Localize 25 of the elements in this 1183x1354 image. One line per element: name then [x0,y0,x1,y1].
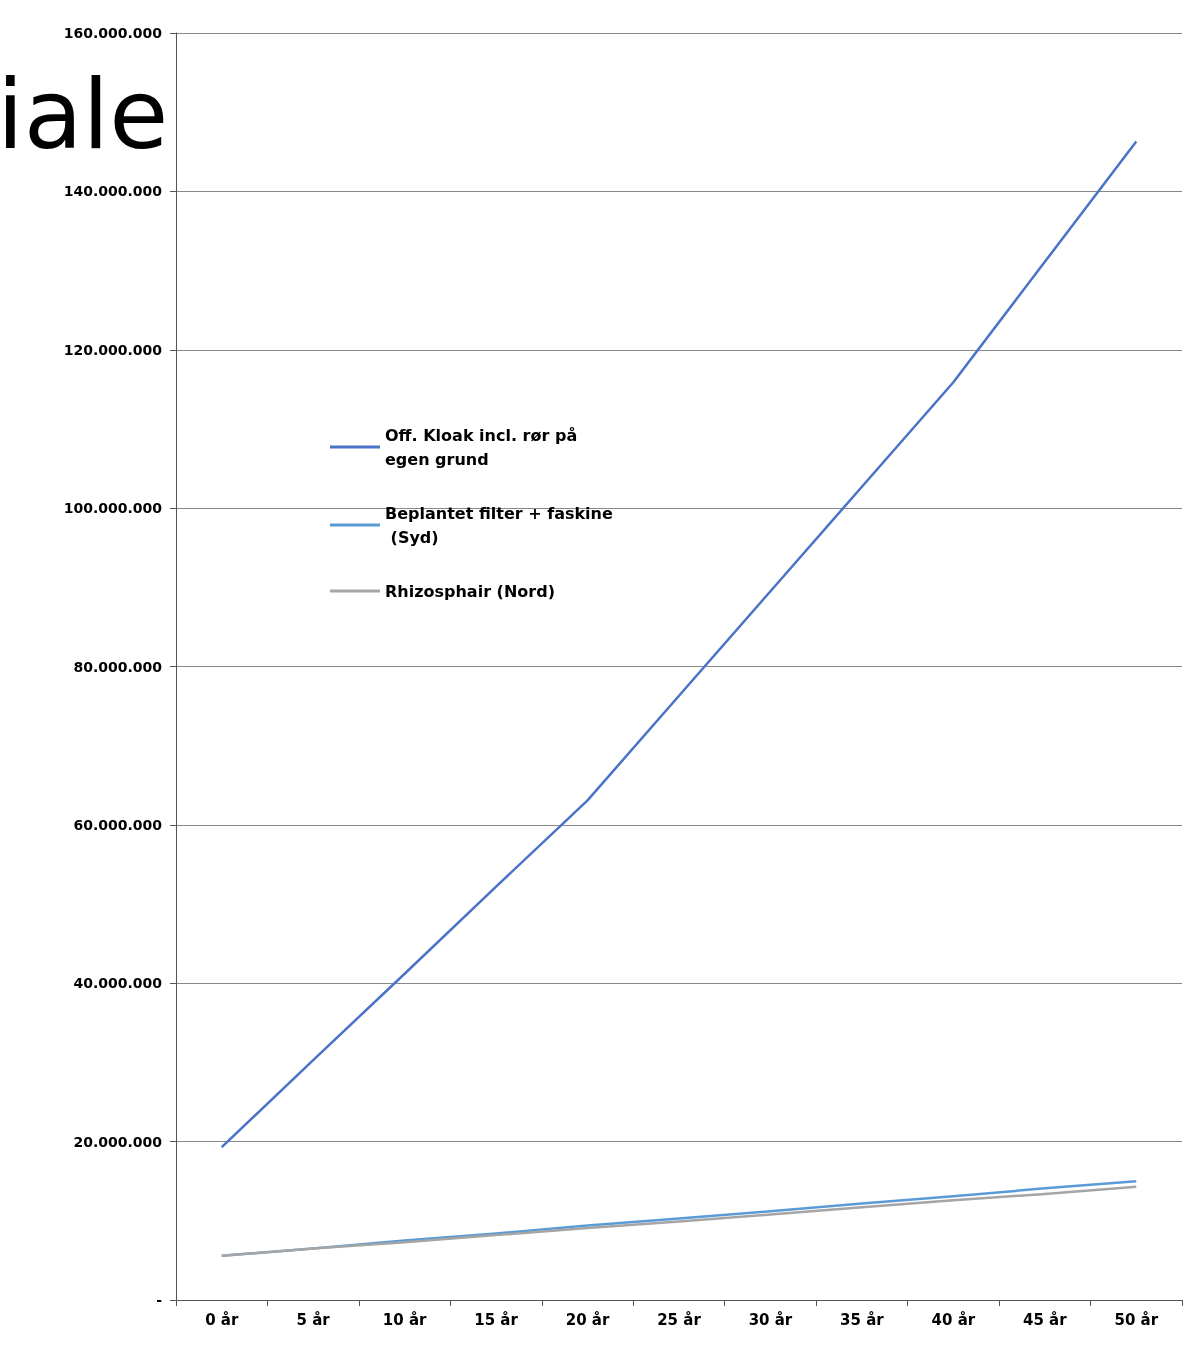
y-tick-label: 80.000.000 [73,658,163,675]
x-tick-label: 0 år [205,1310,239,1329]
y-tick-label: 100.000.000 [63,500,163,517]
x-tick-label: 35 år [840,1310,885,1329]
legend-label: Beplantet filter + faskine (Syd) [385,503,613,547]
x-tick-label: 45 år [1023,1310,1068,1329]
x-tick-label: 20 år [565,1310,610,1329]
y-tick-label: 140.000.000 [63,183,163,200]
x-tick-label: 30 år [748,1310,793,1329]
y-tick-label: 120.000.000 [63,341,163,358]
y-tick-label: 160.000.000 [63,25,163,41]
line-series [220,140,1138,1149]
y-tick-label: 60.000.000 [73,816,163,833]
y-tick-label: 40.000.000 [73,975,163,992]
x-tick-label: 25 år [657,1310,702,1329]
y-tick-label: - [156,1292,163,1308]
chart-title: iale [0,59,169,171]
legend-label: Rhizosphair (Nord) [385,581,555,601]
x-tick-label: 40 år [931,1310,976,1329]
x-tick-label: 10 år [382,1310,428,1329]
legend-label: Off. Kloak incl. rør på egen grund [385,425,583,469]
x-tick-label: 5 år [296,1310,331,1329]
x-tick-label: 50 år [1114,1310,1159,1329]
y-tick-label: 20.000.000 [73,1133,163,1150]
x-tick-label: 15 år [474,1310,519,1329]
